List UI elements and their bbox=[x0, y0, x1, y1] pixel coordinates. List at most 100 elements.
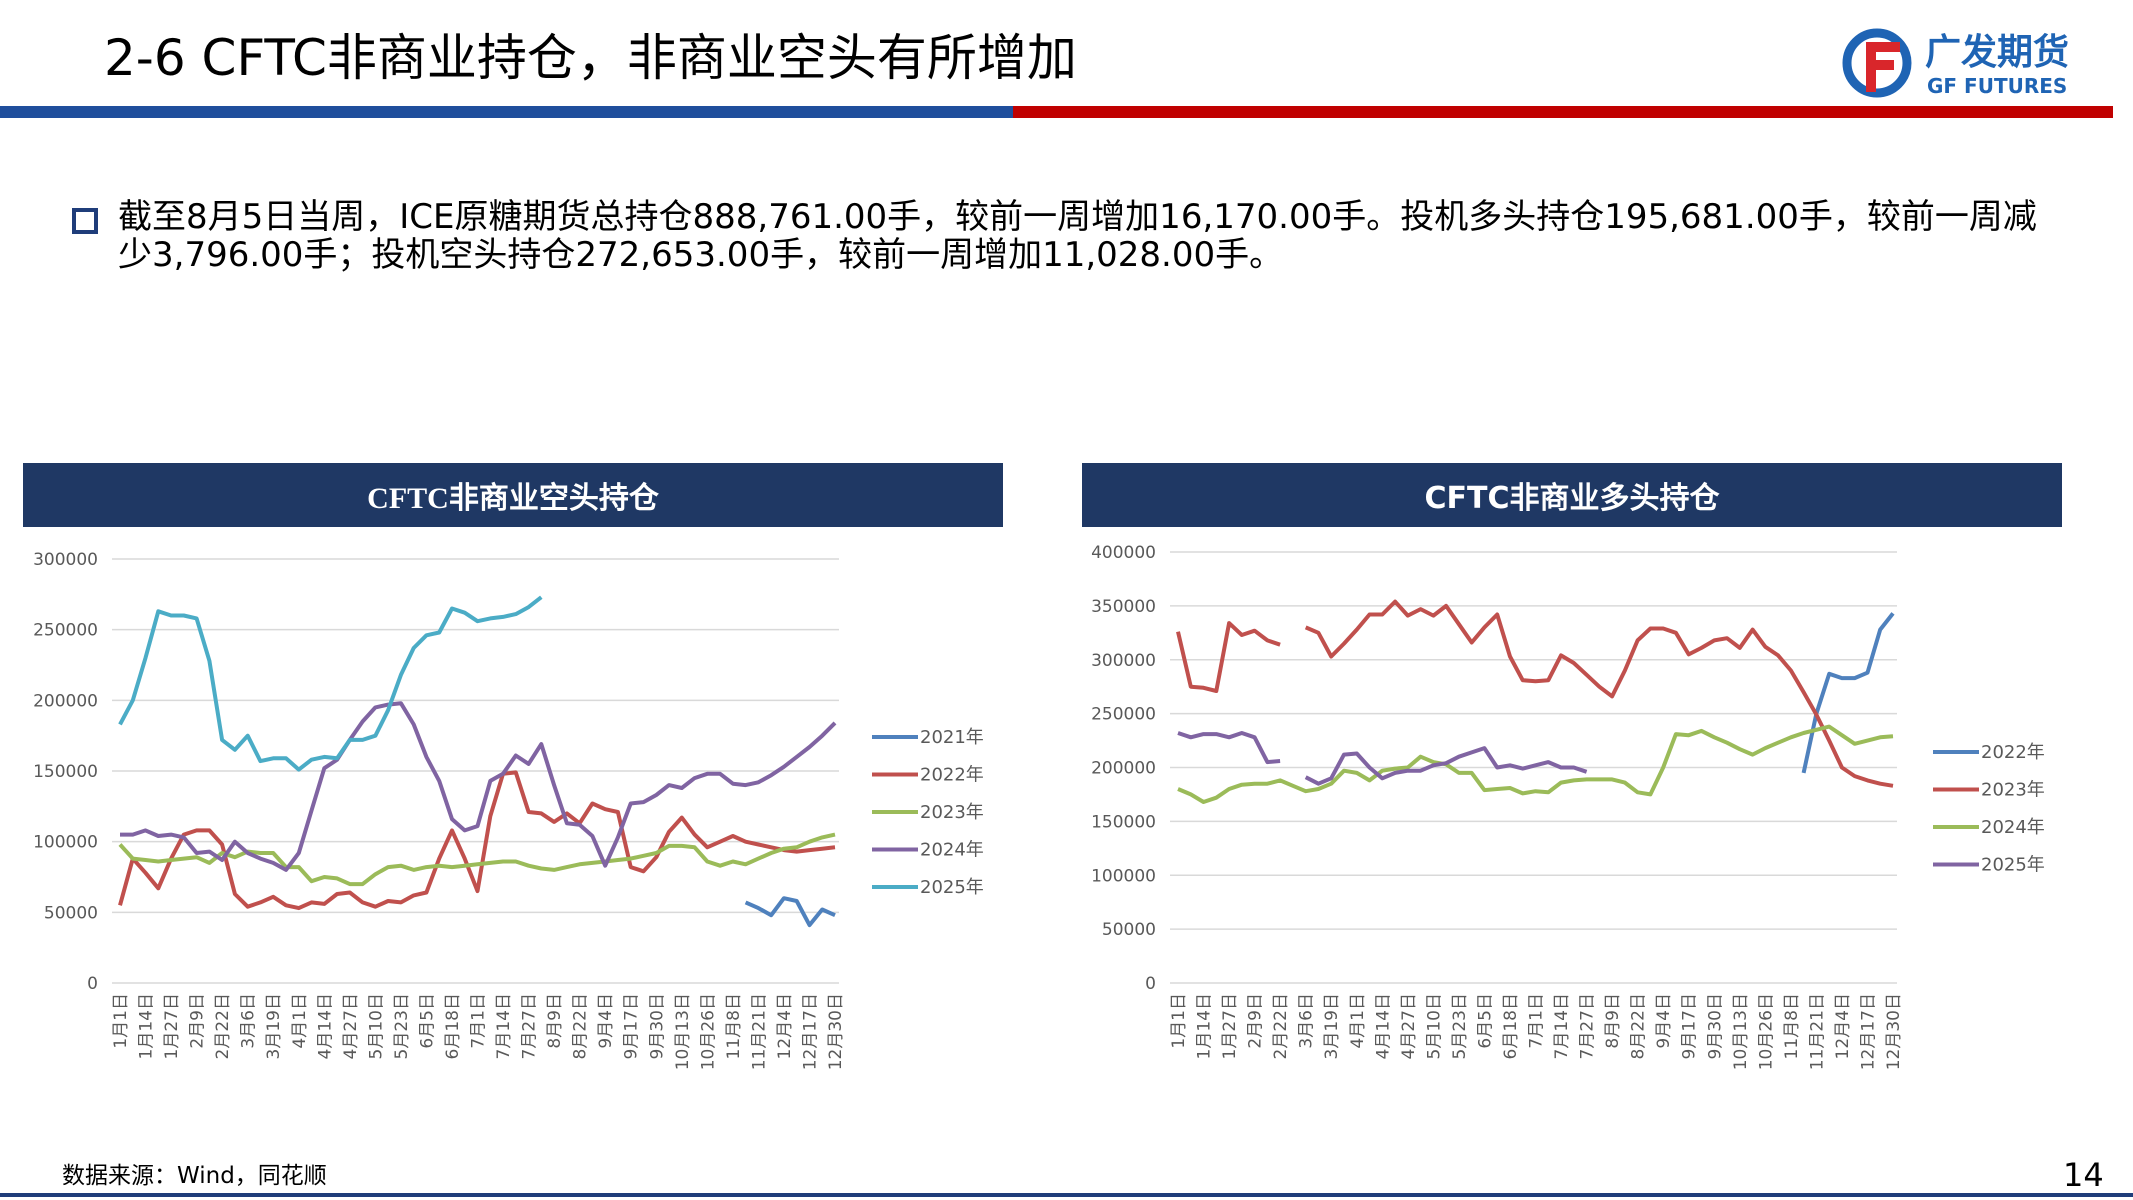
x-tick-label: 7月14日 bbox=[494, 993, 514, 1059]
x-tick-label: 1月14日 bbox=[137, 993, 157, 1059]
x-tick-label: 10月26日 bbox=[1756, 993, 1776, 1070]
y-tick-label: 200000 bbox=[1091, 759, 1156, 779]
title-bar-red bbox=[1013, 106, 2113, 118]
source-note: 数据来源：Wind，同花顺 bbox=[62, 1163, 327, 1189]
x-tick-label: 7月1日 bbox=[469, 993, 489, 1049]
title-bar-blue bbox=[0, 106, 1013, 118]
series-line bbox=[118, 832, 836, 887]
x-tick-label: 12月30日 bbox=[826, 993, 846, 1070]
x-tick-label: 12月30日 bbox=[1884, 993, 1904, 1070]
legend-label: 2025年 bbox=[920, 877, 984, 898]
x-tick-label: 12月4日 bbox=[1833, 993, 1853, 1059]
x-tick-label: 10月13日 bbox=[673, 993, 693, 1070]
x-tick-label: 3月6日 bbox=[239, 993, 259, 1049]
y-tick-label: 300000 bbox=[1091, 651, 1156, 671]
chart-title: CFTC非商业空头持仓 bbox=[23, 463, 1003, 527]
bullet bbox=[72, 208, 98, 234]
x-tick-label: 1月27日 bbox=[162, 993, 182, 1059]
series-line bbox=[120, 701, 837, 872]
y-tick-label: 350000 bbox=[1091, 597, 1156, 617]
x-tick-label: 12月17日 bbox=[800, 993, 820, 1070]
x-tick-label: 4月27日 bbox=[341, 993, 361, 1059]
series-line bbox=[1176, 599, 1894, 788]
y-tick-label: 100000 bbox=[33, 833, 98, 853]
x-tick-label: 12月4日 bbox=[775, 993, 795, 1059]
logo-en: GF FUTURES bbox=[1927, 74, 2067, 98]
x-tick-label: 10月13日 bbox=[1731, 993, 1751, 1070]
x-tick-label: 9月4日 bbox=[596, 993, 616, 1049]
x-tick-label: 2月9日 bbox=[188, 993, 208, 1049]
x-tick-label: 6月18日 bbox=[443, 993, 463, 1059]
legend-label: 2024年 bbox=[920, 840, 984, 861]
x-tick-label: 11月21日 bbox=[749, 993, 769, 1070]
x-tick-label: 12月17日 bbox=[1858, 993, 1878, 1070]
y-tick-label: 50000 bbox=[44, 903, 98, 923]
y-tick-label: 200000 bbox=[33, 691, 98, 711]
y-tick-label: 100000 bbox=[1091, 866, 1156, 886]
series-line bbox=[118, 770, 836, 911]
x-tick-label: 10月26日 bbox=[698, 993, 718, 1070]
x-tick-label: 7月14日 bbox=[1552, 993, 1572, 1059]
x-tick-label: 4月1日 bbox=[1348, 993, 1368, 1049]
x-tick-label: 9月30日 bbox=[647, 993, 667, 1059]
x-tick-label: 9月30日 bbox=[1705, 993, 1725, 1059]
x-tick-label: 5月10日 bbox=[366, 993, 386, 1059]
y-tick-label: 250000 bbox=[1091, 705, 1156, 725]
x-tick-label: 2月22日 bbox=[1271, 993, 1291, 1059]
x-tick-label: 5月10日 bbox=[1424, 993, 1444, 1059]
x-tick-label: 1月1日 bbox=[111, 993, 131, 1049]
summary-text: 截至8月5日当周，ICE原糖期货总持仓888,761.00手，较前一周增加16,… bbox=[118, 197, 2037, 275]
y-tick-label: 0 bbox=[1145, 974, 1156, 994]
y-tick-label: 400000 bbox=[1091, 543, 1156, 563]
series-line bbox=[744, 896, 836, 928]
x-tick-label: 7月1日 bbox=[1527, 993, 1547, 1049]
x-tick-label: 3月19日 bbox=[1322, 993, 1342, 1059]
x-tick-label: 9月17日 bbox=[622, 993, 642, 1059]
x-tick-label: 7月27日 bbox=[1578, 993, 1598, 1059]
x-tick-label: 2月9日 bbox=[1246, 993, 1266, 1049]
bottom-line bbox=[0, 1193, 2133, 1197]
x-tick-label: 1月14日 bbox=[1195, 993, 1215, 1059]
x-tick-label: 4月27日 bbox=[1399, 993, 1419, 1059]
page-number: 14 bbox=[2063, 1156, 2104, 1194]
slide-title: 2-6 CFTC非商业持仓，非商业空头有所增加 bbox=[104, 29, 1077, 87]
chart-title: CFTC非商业多头持仓 bbox=[1082, 463, 2062, 527]
x-tick-label: 9月4日 bbox=[1654, 993, 1674, 1049]
logo-cn: 广发期货 bbox=[1925, 32, 2069, 73]
x-tick-label: 8月9日 bbox=[1603, 993, 1623, 1049]
x-tick-label: 6月5日 bbox=[1475, 993, 1495, 1049]
x-tick-label: 4月14日 bbox=[315, 993, 335, 1059]
y-tick-label: 50000 bbox=[1102, 920, 1156, 940]
series-line bbox=[1177, 724, 1894, 804]
y-tick-label: 150000 bbox=[33, 762, 98, 782]
legend-label: 2024年 bbox=[1981, 817, 2045, 838]
y-tick-label: 150000 bbox=[1091, 812, 1156, 832]
y-tick-label: 300000 bbox=[33, 550, 98, 570]
x-tick-label: 8月9日 bbox=[545, 993, 565, 1049]
x-tick-label: 1月27日 bbox=[1220, 993, 1240, 1059]
y-tick-label: 0 bbox=[87, 974, 98, 994]
series-line bbox=[1801, 612, 1895, 774]
x-tick-label: 1月1日 bbox=[1169, 993, 1189, 1049]
series-line bbox=[1177, 731, 1588, 786]
x-tick-label: 8月22日 bbox=[571, 993, 591, 1059]
x-tick-label: 7月27日 bbox=[520, 993, 540, 1059]
x-tick-label: 5月23日 bbox=[1450, 993, 1470, 1059]
x-tick-label: 8月22日 bbox=[1629, 993, 1649, 1059]
x-tick-label: 2月22日 bbox=[213, 993, 233, 1059]
x-tick-label: 11月21日 bbox=[1807, 993, 1827, 1070]
series-line bbox=[118, 595, 543, 772]
y-tick-label: 250000 bbox=[33, 621, 98, 641]
x-tick-label: 3月6日 bbox=[1297, 993, 1317, 1049]
legend-label: 2022年 bbox=[920, 765, 984, 786]
x-tick-label: 6月18日 bbox=[1501, 993, 1521, 1059]
legend-label: 2022年 bbox=[1981, 742, 2045, 763]
x-tick-label: 3月19日 bbox=[264, 993, 284, 1059]
x-tick-label: 11月8日 bbox=[724, 993, 744, 1059]
legend-label: 2023年 bbox=[920, 802, 984, 823]
logo-f bbox=[1866, 42, 1900, 92]
x-tick-label: 11月8日 bbox=[1782, 993, 1802, 1059]
x-tick-label: 4月1日 bbox=[290, 993, 310, 1049]
